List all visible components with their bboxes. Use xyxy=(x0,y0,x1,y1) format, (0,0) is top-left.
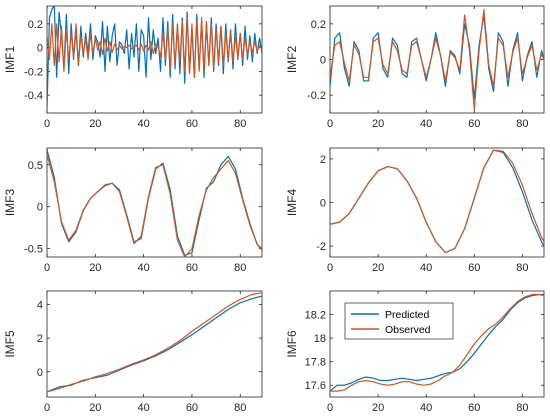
x-tick-label: 80 xyxy=(234,402,246,414)
series-line-observed xyxy=(330,8,544,111)
series-line-observed xyxy=(330,293,544,392)
series-line-observed xyxy=(47,292,262,393)
x-tick-label: 0 xyxy=(327,402,333,414)
y-axis-label: IMF2 xyxy=(285,46,299,74)
x-tick-label: 40 xyxy=(420,402,432,414)
y-tick-label: 0.2 xyxy=(311,19,326,31)
x-tick-label: 60 xyxy=(186,118,198,130)
x-tick-label: 20 xyxy=(89,118,101,130)
legend-entry-predicted: Predicted xyxy=(385,309,430,321)
y-tick-label: -2 xyxy=(316,241,326,253)
y-tick-label: 0 xyxy=(37,202,43,214)
series-line-observed xyxy=(330,149,544,254)
series-line-observed xyxy=(47,17,262,78)
y-tick-label: 18 xyxy=(314,333,326,345)
x-tick-label: 40 xyxy=(420,262,432,274)
legend-box xyxy=(344,302,454,340)
series-line-predicted xyxy=(330,14,544,100)
x-tick-label: 20 xyxy=(372,118,384,130)
y-axis-label: IMF5 xyxy=(3,330,17,358)
x-tick-label: 80 xyxy=(516,118,528,130)
y-tick-label: 2 xyxy=(320,154,326,166)
axes-box xyxy=(329,290,545,398)
y-tick-label: -0.4 xyxy=(24,90,43,102)
y-tick-label: 4 xyxy=(37,299,43,311)
x-tick-label: 40 xyxy=(138,262,150,274)
x-tick-label: 60 xyxy=(186,262,198,274)
axes-box xyxy=(46,147,263,258)
x-tick-label: 0 xyxy=(327,262,333,274)
x-tick-label: 40 xyxy=(138,118,150,130)
y-tick-label: 17.6 xyxy=(305,380,326,392)
axes-box xyxy=(329,147,545,258)
y-tick-label: 2 xyxy=(37,333,43,345)
legend: Predicted Observed xyxy=(344,302,454,340)
panel-5: 0 20 40 60 80 0 2 4 IMF5 xyxy=(3,290,263,414)
x-tick-label: 60 xyxy=(468,402,480,414)
x-tick-label: 20 xyxy=(89,402,101,414)
y-tick-label: 17.8 xyxy=(305,357,326,369)
x-tick-label: 60 xyxy=(468,118,480,130)
y-tick-label: 0 xyxy=(320,198,326,210)
legend-entry-observed: Observed xyxy=(385,324,431,336)
x-tick-label: 40 xyxy=(420,118,432,130)
x-tick-label: 20 xyxy=(89,262,101,274)
series-line-predicted xyxy=(330,149,544,254)
y-tick-label: 0.5 xyxy=(28,160,43,172)
axes-box xyxy=(46,290,263,398)
y-tick-label: 18.2 xyxy=(305,310,326,322)
panel-1: 0 20 40 60 80 -0.4 -0.2 0 0.2 IMF1 xyxy=(3,5,263,130)
series-line-predicted xyxy=(330,293,544,392)
x-tick-label: 80 xyxy=(234,262,246,274)
y-tick-label: 0 xyxy=(320,55,326,67)
y-tick-label: -0.2 xyxy=(307,90,326,102)
x-tick-label: 60 xyxy=(468,262,480,274)
x-tick-label: 0 xyxy=(44,118,50,130)
x-tick-label: 80 xyxy=(516,262,528,274)
y-axis-label: IMF6 xyxy=(285,330,299,358)
x-tick-label: 0 xyxy=(44,262,50,274)
y-tick-label: -0.5 xyxy=(24,244,43,256)
x-tick-label: 20 xyxy=(372,262,384,274)
series-line-predicted xyxy=(47,295,262,393)
x-tick-label: 60 xyxy=(186,402,198,414)
y-axis-label: IMF1 xyxy=(3,46,17,74)
series-line-observed xyxy=(47,154,262,257)
panel-6: 0 20 40 60 80 17.6 17.8 18 18.2 IMF6 Predicted Obse… xyxy=(285,290,545,414)
y-tick-label: -0.2 xyxy=(24,66,43,78)
x-tick-label: 0 xyxy=(327,118,333,130)
x-tick-label: 0 xyxy=(44,402,50,414)
x-tick-label: 40 xyxy=(138,402,150,414)
y-tick-label: 0 xyxy=(37,367,43,379)
x-tick-label: 20 xyxy=(372,402,384,414)
y-tick-label: 0 xyxy=(37,43,43,55)
y-axis-label: IMF3 xyxy=(3,189,17,217)
x-tick-label: 80 xyxy=(234,118,246,130)
panel-2: 0 20 40 60 80 -0.2 0 0.2 IMF2 xyxy=(285,5,545,130)
axes-box xyxy=(46,5,263,114)
series-line-predicted xyxy=(47,149,262,256)
y-axis-label: IMF4 xyxy=(285,189,299,217)
x-tick-label: 80 xyxy=(516,402,528,414)
y-tick-label: 0.2 xyxy=(28,19,43,31)
